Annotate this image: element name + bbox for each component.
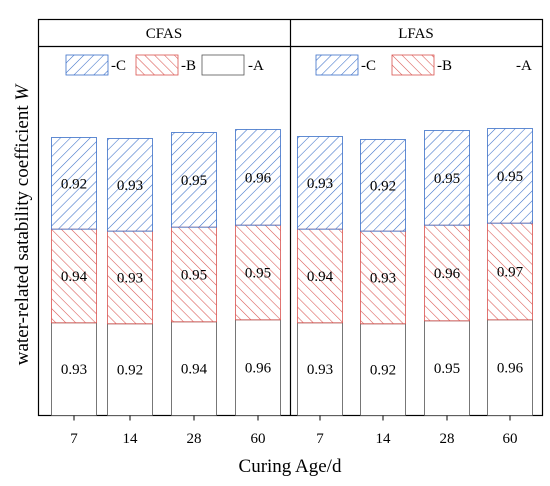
y-axis-label: water-related satability coefficient W [12, 83, 33, 366]
data-label: 0.96 [497, 361, 524, 377]
data-label: 0.93 [307, 362, 333, 378]
data-label: 0.92 [117, 363, 143, 379]
bar-segment-a [51, 322, 97, 416]
x-tick-label: 60 [503, 431, 518, 447]
legend-right: -C -B -A [315, 54, 532, 76]
data-label: 0.93 [117, 178, 143, 194]
panel-title-left: CFAS [146, 26, 182, 42]
data-label: 0.96 [245, 361, 272, 377]
bar-segment-c [360, 139, 406, 232]
data-label: 0.94 [181, 362, 208, 378]
bars-layer: 0.93 0.94 0.92 0.92 0.93 0.93 0.94 0.95 0.95 0.96… [51, 128, 533, 416]
bar-segment-b [360, 230, 406, 325]
bar-segment-c [235, 129, 281, 226]
data-label: 0.96 [434, 266, 461, 282]
bar-segment-c [424, 130, 470, 226]
bar-segment-b [171, 226, 217, 323]
x-tick-label: 7 [70, 431, 78, 447]
data-label: 0.92 [61, 176, 87, 192]
legend-swatch-b [135, 54, 179, 76]
x-axis-label: Curing Age/d [239, 456, 342, 477]
x-tick-label: 60 [251, 431, 266, 447]
data-label: 0.93 [117, 270, 143, 286]
legend-swatch-c [315, 54, 359, 76]
data-label: 0.95 [434, 361, 460, 377]
data-label: 0.95 [434, 171, 460, 187]
data-label: 0.93 [61, 362, 87, 378]
bar-segment-c [51, 137, 97, 230]
legend-label-a: -A [516, 58, 532, 74]
data-label: 0.93 [370, 270, 396, 286]
data-label: 0.94 [61, 269, 88, 285]
data-label: 0.93 [307, 176, 333, 192]
bar-segment-a [297, 322, 343, 416]
x-tick-label: 7 [316, 431, 324, 447]
data-label: 0.97 [497, 265, 524, 281]
data-label: 0.95 [181, 173, 207, 189]
data-label: 0.92 [370, 178, 396, 194]
bar-segment-c [171, 132, 217, 228]
legend-label-c: -C [361, 58, 376, 74]
bar-segment-c [297, 136, 343, 230]
bar-segment-b [51, 228, 97, 324]
panel-title-right: LFAS [398, 26, 434, 42]
bar-segment-a [235, 319, 281, 416]
legend-label-a: -A [248, 58, 264, 74]
x-tick-label: 28 [440, 431, 455, 447]
x-tick-label: 14 [123, 431, 139, 447]
x-tick-label: 14 [376, 431, 392, 447]
x-ticks-layer: 7 14 28 60 7 14 28 60 [70, 415, 518, 447]
data-label: 0.96 [245, 170, 272, 186]
data-label: 0.92 [370, 363, 396, 379]
data-label: 0.94 [307, 269, 334, 285]
legend-label-b: -B [181, 58, 196, 74]
bar-segment-c [487, 128, 533, 224]
data-label: 0.95 [245, 266, 271, 282]
data-label: 0.95 [181, 268, 207, 284]
legend-label-b: -B [437, 58, 452, 74]
legend-swatch-c [65, 54, 109, 76]
bar-segment-b [424, 224, 470, 322]
bar-segment-b [487, 222, 533, 321]
legend-label-c: -C [111, 58, 126, 74]
legend-left: -C -B -A [65, 54, 264, 76]
y-axis-label-symbol: W [12, 83, 33, 101]
bar-segment-b [297, 228, 343, 324]
data-label: 0.95 [497, 169, 523, 185]
bar-segment-a [487, 319, 533, 416]
legend-swatch-b [391, 54, 435, 76]
y-axis-label-main: water-related satability coefficient [12, 101, 33, 366]
bar-segment-c [107, 138, 153, 232]
x-tick-label: 28 [187, 431, 202, 447]
bar-segment-a [424, 320, 470, 416]
legend-swatch-a [201, 54, 245, 76]
